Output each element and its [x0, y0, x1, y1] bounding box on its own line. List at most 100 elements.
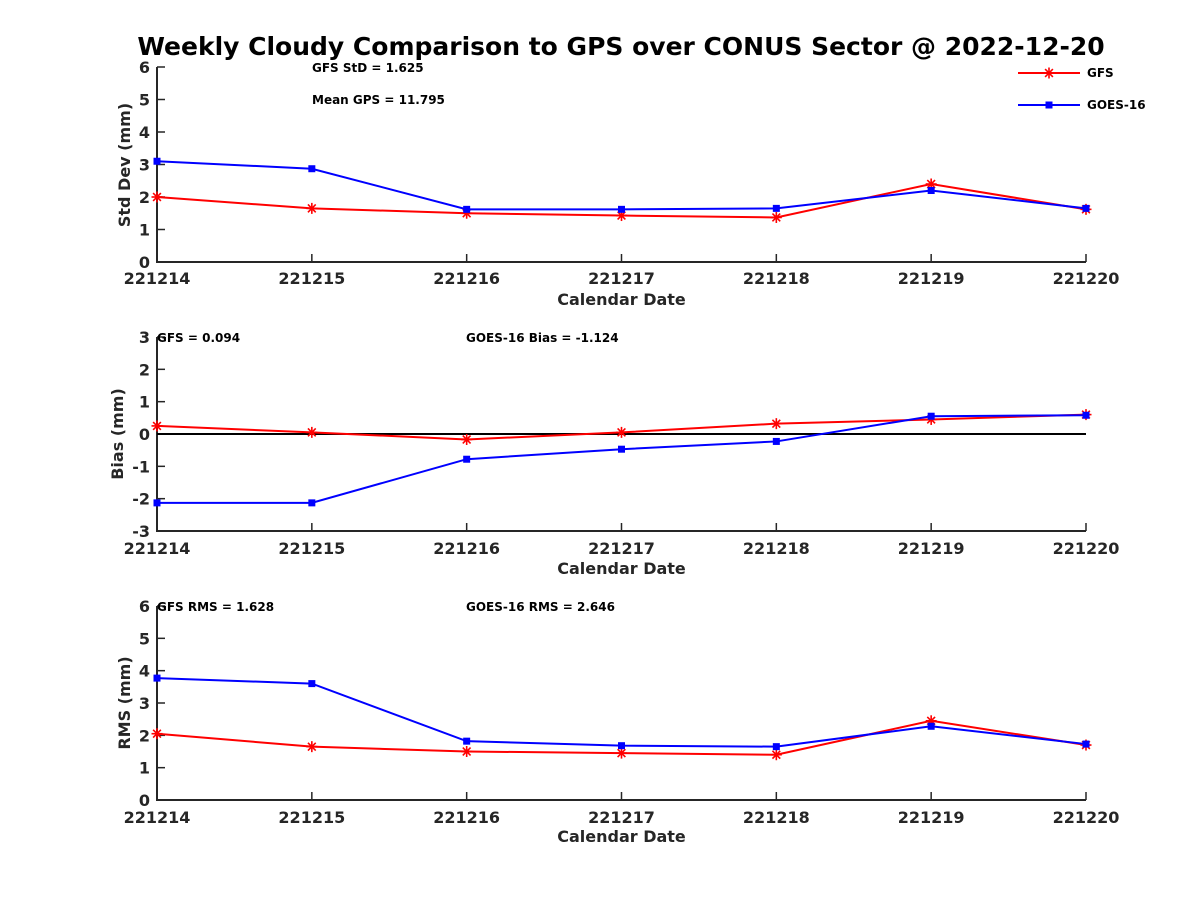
rms-point-goes16: [618, 742, 625, 750]
rms-xtick-label: 221216: [433, 808, 500, 827]
std-dev-point-goes16: [927, 187, 935, 194]
bias-panel: -3 -2 -1 0 1 2 3 221214 221215 221216 221217 221218…: [108, 328, 1119, 578]
rms-point-gfs: [151, 728, 163, 740]
std-dev-xtick-label: 221218: [743, 269, 810, 288]
bias-xtick-label: 221215: [278, 539, 345, 558]
std-dev-xtick-label: 221214: [124, 269, 191, 288]
bias-xtick-label: 221216: [433, 539, 500, 558]
rms-point-gfs: [770, 749, 782, 761]
bias-point-goes16: [153, 499, 161, 507]
rms-ytick-label: 0: [139, 791, 150, 810]
bias-ylabel: Bias (mm): [108, 388, 127, 480]
bias-xtick-label: 221214: [124, 539, 191, 558]
std-dev-xtick-label: 221220: [1053, 269, 1120, 288]
std-dev-ylabel: Std Dev (mm): [115, 103, 134, 227]
legend-item-gfs: GFS: [1018, 66, 1114, 80]
rms-ytick-label: 4: [139, 662, 150, 681]
rms-point-goes16: [927, 722, 935, 730]
bias-xtick-label: 221218: [743, 539, 810, 558]
rms-xtick-label: 221220: [1053, 808, 1120, 827]
legend-marker-symbol: [1045, 101, 1053, 109]
std-dev-point-goes16: [618, 205, 625, 213]
legend-label-goes16: GOES-16: [1087, 98, 1146, 112]
rms-point-goes16: [1082, 740, 1090, 748]
rms-xtick-label: 221214: [124, 808, 191, 827]
bias-ytick-label: -2: [132, 490, 150, 509]
bias-point-gfs: [770, 418, 782, 430]
std-dev-xtick-label: 221216: [433, 269, 500, 288]
legend-marker-symbol: [1043, 67, 1055, 79]
bias-ytick-label: -1: [132, 457, 150, 476]
rms-ylabel: RMS (mm): [115, 656, 134, 749]
rms-point-goes16: [463, 737, 471, 745]
rms-point-gfs: [306, 741, 318, 753]
bias-point-goes16: [308, 499, 316, 507]
bias-point-goes16: [772, 437, 780, 445]
std-dev-point-gfs: [306, 202, 318, 214]
rms-ytick-label: 5: [139, 629, 150, 648]
std-dev-ytick-label: 2: [139, 188, 150, 207]
figure-title: Weekly Cloudy Comparison to GPS over CON…: [137, 32, 1104, 61]
std-dev-annotation: GFS StD = 1.625: [312, 61, 424, 75]
bias-point-goes16: [927, 412, 935, 420]
rms-annotation: GOES-16 RMS = 2.646: [466, 600, 615, 614]
bias-xlabel: Calendar Date: [557, 559, 686, 578]
std-dev-ytick-label: 5: [139, 91, 150, 110]
rms-xtick-label: 221219: [898, 808, 965, 827]
bias-ytick-label: 1: [139, 393, 150, 412]
std-dev-point-goes16: [308, 165, 316, 173]
std-dev-ytick-label: 4: [139, 123, 150, 142]
std-dev-ytick-label: 6: [139, 58, 150, 77]
bias-annotation: GOES-16 Bias = -1.124: [466, 331, 619, 345]
legend-label-gfs: GFS: [1087, 66, 1114, 80]
std-dev-xtick-label: 221217: [588, 269, 655, 288]
rms-point-goes16: [308, 680, 316, 688]
std-dev-xtick-label: 221215: [278, 269, 345, 288]
bias-point-gfs: [461, 433, 473, 445]
bias-ytick-label: 2: [139, 360, 150, 379]
std-dev-point-goes16: [153, 157, 161, 165]
rms-point-goes16: [772, 743, 780, 751]
legend-marker-gfs: [1043, 67, 1055, 79]
rms-annotation: GFS RMS = 1.628: [157, 600, 274, 614]
bias-point-goes16: [1082, 411, 1090, 419]
std-dev-xtick-label: 221219: [898, 269, 965, 288]
std-dev-point-goes16: [772, 204, 780, 212]
rms-ytick-label: 1: [139, 759, 150, 778]
legend-marker-goes16: [1045, 101, 1053, 109]
bias-xtick-label: 221219: [898, 539, 965, 558]
rms-point-gfs: [461, 746, 473, 757]
std-dev-point-goes16: [463, 205, 471, 213]
rms-panel: 0 1 2 3 4 5 6 221214 221215 221216 221217 221218 221…: [115, 597, 1119, 846]
std-dev-annotation: Mean GPS = 11.795: [312, 93, 445, 107]
std-dev-point-gfs: [151, 191, 163, 203]
bias-xtick-label: 221220: [1053, 539, 1120, 558]
bias-xtick-label: 221217: [588, 539, 655, 558]
bias-ytick-label: -3: [132, 522, 150, 541]
rms-ytick-label: 6: [139, 597, 150, 616]
std-dev-point-goes16: [1082, 204, 1090, 212]
legend-item-goes16: GOES-16: [1018, 98, 1146, 112]
bias-ytick-label: 3: [139, 328, 150, 347]
rms-xtick-label: 221217: [588, 808, 655, 827]
legend: GFS GOES-16: [1018, 66, 1146, 112]
std-dev-xlabel: Calendar Date: [557, 290, 686, 309]
bias-point-gfs: [616, 426, 627, 438]
bias-annotation: GFS = 0.094: [157, 331, 240, 345]
bias-ytick-label: 0: [139, 425, 150, 444]
std-dev-point-gfs: [770, 211, 782, 223]
bias-point-goes16: [463, 455, 471, 463]
bias-point-gfs: [306, 426, 318, 438]
rms-point-goes16: [153, 674, 161, 682]
rms-ytick-label: 2: [139, 726, 150, 745]
bias-point-goes16: [618, 445, 625, 453]
std-dev-ytick-label: 1: [139, 221, 150, 240]
rms-ytick-label: 3: [139, 694, 150, 713]
std-dev-ytick-label: 0: [139, 253, 150, 272]
rms-xtick-label: 221215: [278, 808, 345, 827]
rms-point-gfs: [616, 747, 627, 759]
std-dev-panel: 0 1 2 3 4 5 6 221214 221215 221216 221217 221218 221…: [115, 58, 1119, 309]
rms-xtick-label: 221218: [743, 808, 810, 827]
bias-point-gfs: [151, 420, 163, 432]
